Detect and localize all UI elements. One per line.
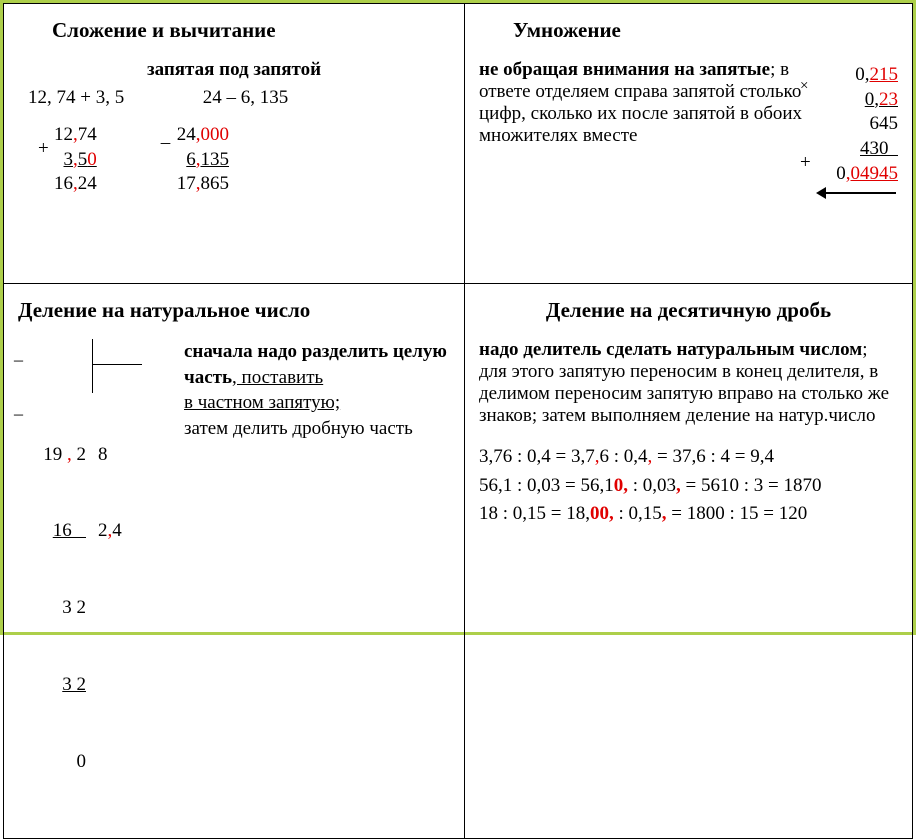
result: 04945	[851, 163, 899, 184]
n: 865	[201, 173, 230, 194]
bold-part: не обращая внимания на запятые	[479, 59, 770, 80]
n: 5	[78, 149, 88, 170]
example-row: 18 : 0,15 = 18,00, : 0,15, = 1800 : 15 =…	[479, 500, 898, 529]
title: Сложение и вычитание	[18, 18, 450, 43]
example-row: 3,76 : 0,4 = 3,7,6 : 0,4, = 37,6 : 4 = 9…	[479, 443, 898, 472]
t: : 0,15	[614, 503, 662, 524]
n: 16	[54, 173, 73, 194]
example-row: 56,1 : 0,03 = 56,10, : 0,03, = 5610 : 3 …	[479, 472, 898, 501]
r: 00,	[590, 503, 614, 524]
long-division: _ 19 , 2 8 16 2,4 _ 3 2 3 2	[18, 339, 158, 826]
n: 74	[78, 124, 97, 145]
cell-division-decimal: Деление на десятичную дробь надо делител…	[465, 284, 913, 839]
divisor: 8	[92, 442, 108, 468]
t: = 1800 : 15 = 120	[667, 503, 808, 524]
cell-addition-subtraction: Сложение и вычитание запятая под запятой…	[4, 4, 465, 284]
examples: 3,76 : 0,4 = 3,7,6 : 0,4, = 37,6 : 4 = 9…	[479, 443, 898, 529]
t: 3,76 : 0,4 = 3,7	[479, 446, 595, 467]
t: 18 : 0,15 = 18,	[479, 503, 590, 524]
t: 56,1 : 0,03 = 56,1	[479, 475, 614, 496]
t: : 0,03	[628, 475, 676, 496]
ul: , поставить	[232, 367, 323, 388]
rule-text: не обращая внимания на запятые; в ответе…	[479, 59, 808, 186]
partial: 430	[816, 137, 898, 162]
n: 19	[43, 444, 67, 465]
rule-text: надо делитель сделать натуральным числом…	[479, 339, 898, 427]
grid-2x2: Сложение и вычитание запятая под запятой…	[3, 3, 913, 839]
mant: 23	[879, 89, 898, 110]
t: = 5610 : 3 = 1870	[681, 475, 822, 496]
step: 16	[18, 518, 92, 544]
times-sign: ×	[800, 77, 808, 97]
rest: затем делить дробную часть	[184, 418, 413, 439]
t: = 37,6 : 4 = 9,4	[652, 446, 774, 467]
title: Деление на натуральное число	[18, 298, 450, 323]
n: 24	[78, 173, 97, 194]
expr-right: 24 – 6, 135	[203, 87, 289, 108]
minus-sign: –	[161, 131, 171, 156]
title: Умножение	[479, 18, 898, 43]
plus-sign: +	[800, 151, 811, 176]
multiplication-column: × 0,215 0,23 645 + 430 0,04945	[808, 59, 898, 192]
mant: 215	[870, 64, 899, 85]
r: 0,	[614, 475, 628, 496]
cell-multiplication: Умножение не обращая внимания на запятые…	[465, 4, 913, 284]
ul: в частном запятую;	[184, 392, 340, 413]
rule-subtitle: запятая под запятой	[147, 59, 321, 80]
n: 0	[855, 64, 865, 85]
addition-column: + 12,74 3,50 16,24	[54, 123, 97, 197]
step: 3 2	[18, 672, 92, 698]
cell-division-natural: Деление на натуральное число _ 19 , 2 8 …	[4, 284, 465, 839]
pad: 0	[87, 149, 97, 170]
n: 17	[177, 173, 196, 194]
n: 135	[201, 149, 230, 170]
n: 4	[112, 520, 122, 541]
n: 0	[836, 163, 846, 184]
n: 0	[865, 89, 875, 110]
document-frame: Сложение и вычитание запятая под запятой…	[0, 0, 916, 635]
bold-part: надо делитель сделать натуральным числом	[479, 339, 862, 360]
n: 2	[98, 520, 108, 541]
n: 24	[177, 124, 196, 145]
rule-text: сначала надо разделить целую часть, пост…	[184, 339, 450, 826]
step: 0	[18, 749, 92, 775]
n: 6	[186, 149, 196, 170]
n: 3	[64, 149, 74, 170]
partial: 645	[816, 112, 898, 137]
plus-sign: +	[38, 137, 49, 162]
step: 3 2	[18, 595, 92, 621]
t: 6 : 0,4	[600, 446, 648, 467]
subtraction-column: – 24,000 6,135 17,865	[177, 123, 229, 197]
pad: 000	[201, 124, 230, 145]
n: 12	[54, 124, 73, 145]
expr-left: 12, 74 + 3, 5	[28, 87, 198, 109]
title: Деление на десятичную дробь	[479, 298, 898, 323]
n: 2	[72, 444, 86, 465]
